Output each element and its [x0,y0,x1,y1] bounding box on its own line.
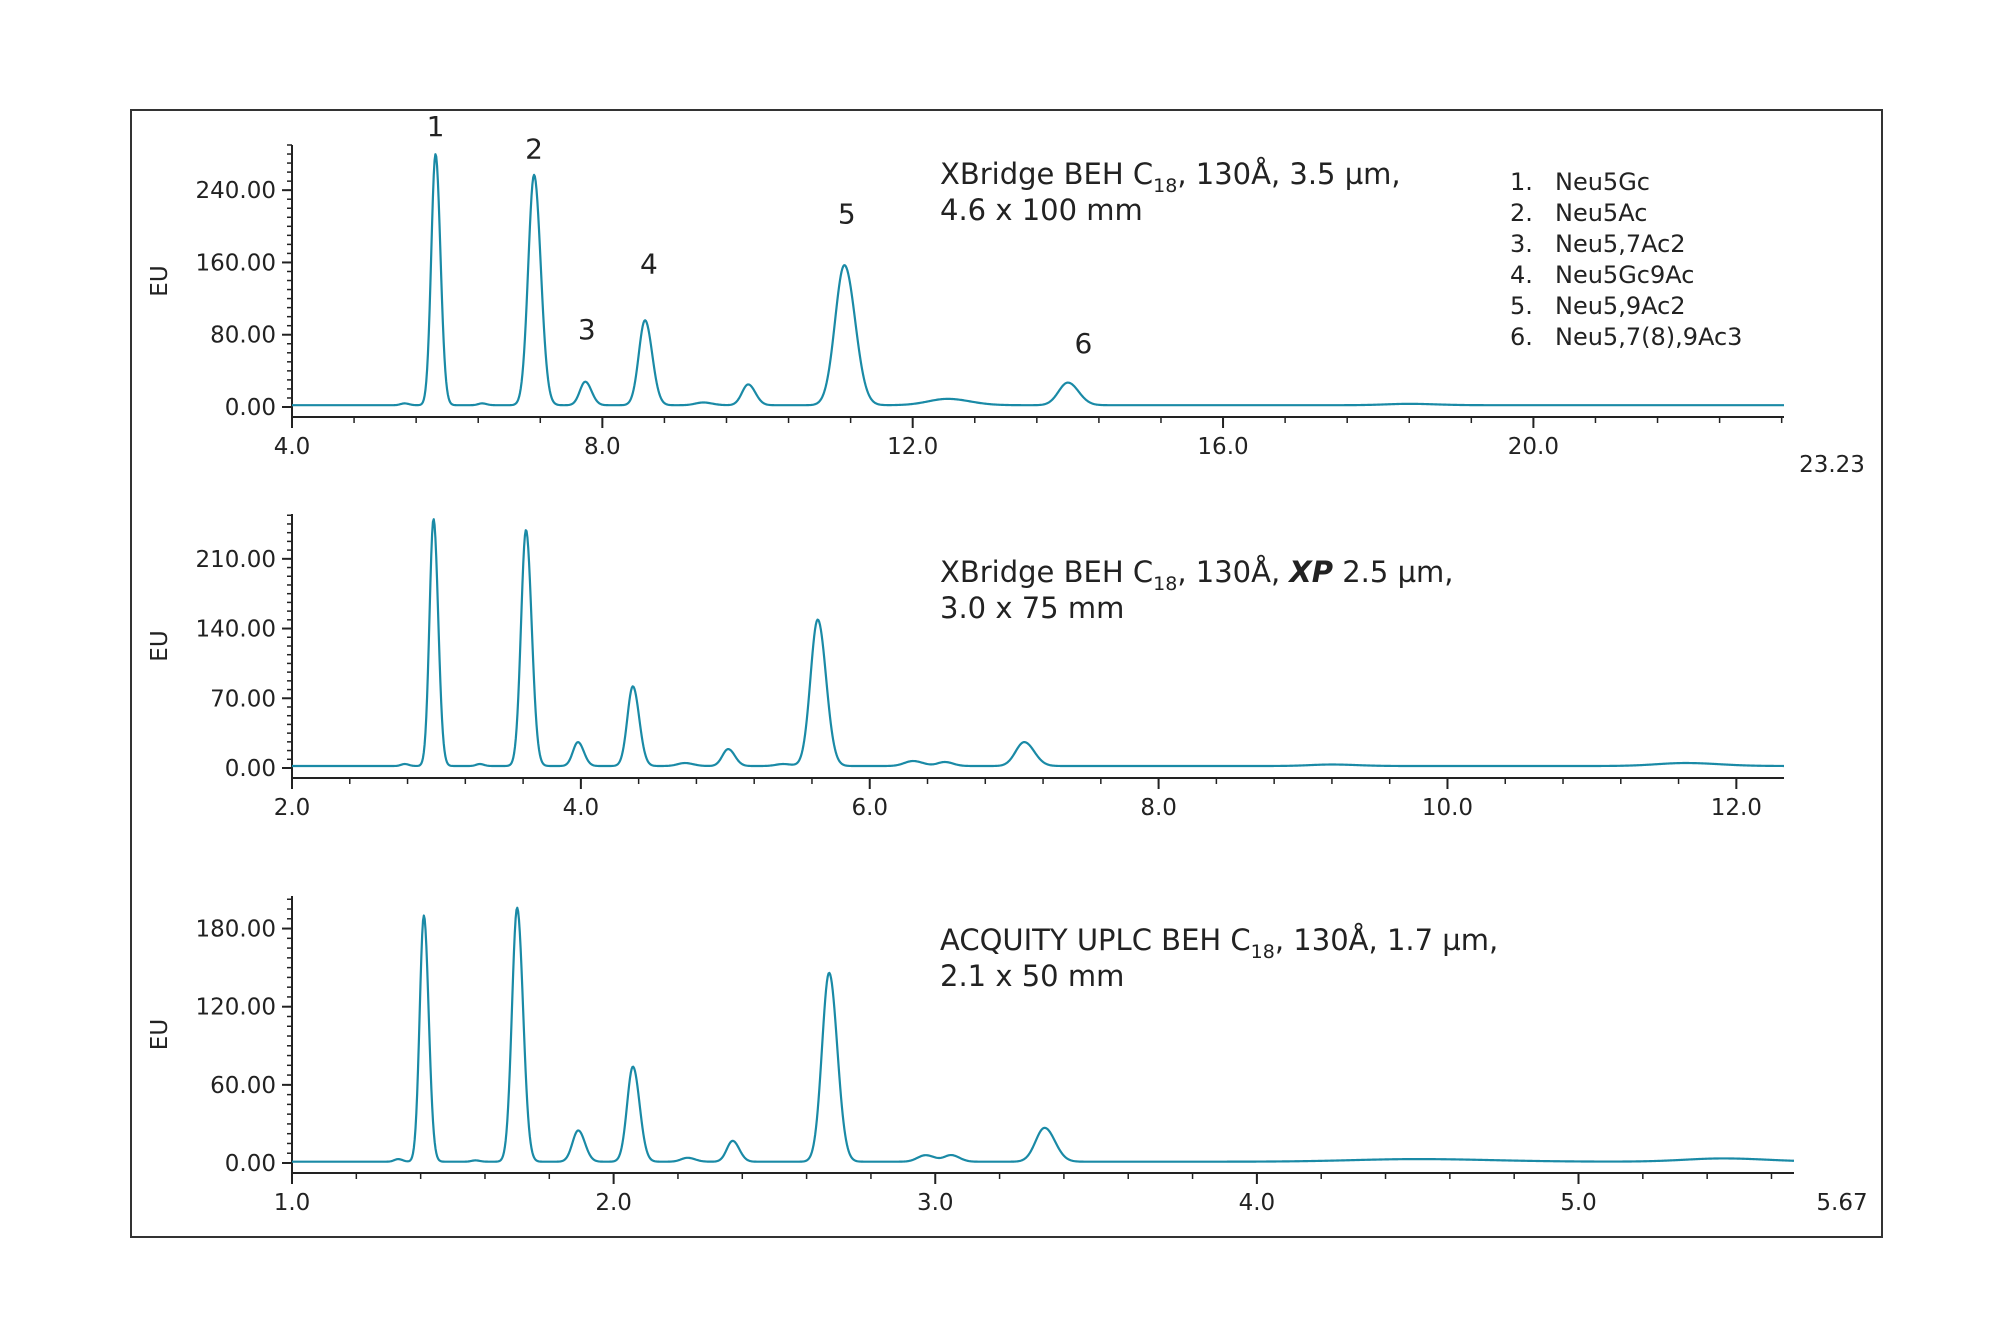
column-particle-size: 1.7 µm, [1387,923,1498,957]
legend-item: Neu5Gc [1555,168,1650,196]
x-tick-label: 4.0 [274,434,311,460]
x-tick-label: 3.0 [917,1190,954,1216]
y-tick-label: 60.00 [210,1073,276,1099]
legend-item: Neu5,7(8),9Ac3 [1555,323,1742,351]
peak-label: 2 [525,133,543,166]
x-tick-label: 10.0 [1422,795,1473,821]
y-tick-label: 240.00 [196,178,276,204]
x-tick-label: 4.0 [1239,1190,1276,1216]
x-tick-label: 5.0 [1560,1190,1597,1216]
y-tick-label: 160.00 [196,250,276,276]
legend-number: 1. [1510,168,1533,196]
y-tick-label: 80.00 [210,323,276,349]
column-description-line1: XBridge BEH C18, 130Å, 3.5 µm, [940,157,1401,197]
y-tick-label: 0.00 [225,1151,276,1177]
x-tick-label: 8.0 [584,434,621,460]
chromatogram-panel-3: 0.00 60.00 120.00 180.00 EU 1.0 2.0 3.0 4.0 5.0 5.… [147,896,1868,1216]
y-axis-title: EU [147,630,173,661]
column-description-line2: 2.1 x 50 mm [940,959,1124,993]
x-end-label: 5.67 [1816,1190,1867,1216]
y-tick-label: 0.00 [225,395,276,421]
x-tick-label: 2.0 [274,795,311,821]
x-tick-label: 12.0 [1711,795,1762,821]
column-description-line2: 4.6 x 100 mm [940,193,1143,227]
x-tick-label: 4.0 [563,795,600,821]
y-tick-label: 210.00 [196,547,276,573]
column-subscript: 18 [1251,941,1275,963]
chromatogram-trace [291,906,1795,1163]
peak-label: 3 [578,313,596,346]
chromatogram-trace [291,518,1785,768]
legend-number: 4. [1510,261,1533,289]
column-name: XBridge BEH C [940,157,1153,191]
column-subscript: 18 [1153,175,1177,197]
legend-item: Neu5Ac [1555,199,1647,227]
x-end-label: 23.23 [1799,452,1865,478]
y-tick-label: 120.00 [196,995,276,1021]
column-pore-size: , 130Å, [1275,923,1387,957]
legend-number: 5. [1510,292,1533,320]
x-tick-label: 16.0 [1197,434,1248,460]
chromatogram-panel-1: 0.00 80.00 160.00 240.00 EU 4.0 8.0 12.0 16.0 20.… [147,110,1865,478]
chromatogram-panel-2: 0.00 70.00 140.00 210.00 EU 2.0 4.0 6.0 8.0 10.0 1… [147,514,1785,821]
column-subscript: 18 [1153,573,1177,595]
legend-number: 6. [1510,323,1533,351]
peak-label: 4 [640,247,658,280]
column-xp-label: XP [1287,555,1333,589]
y-tick-label: 0.00 [225,756,276,782]
y-axis-title: EU [147,1019,173,1050]
legend-number: 2. [1510,199,1533,227]
column-name: XBridge BEH C [940,555,1153,589]
x-tick-label: 20.0 [1508,434,1559,460]
column-pore-size: , 130Å, [1177,157,1289,191]
column-particle-size: 2.5 µm, [1333,555,1453,589]
y-tick-label: 70.00 [210,686,276,712]
column-description-line1: XBridge BEH C18, 130Å, XP 2.5 µm, [940,555,1454,595]
chromatogram-trace [291,153,1785,407]
legend-item: Neu5,7Ac2 [1555,230,1686,258]
peak-label: 1 [427,110,445,143]
column-description-line1: ACQUITY UPLC BEH C18, 130Å, 1.7 µm, [940,923,1498,963]
column-description-line2: 3.0 x 75 mm [940,591,1124,625]
y-tick-label: 180.00 [196,917,276,943]
x-tick-label: 1.0 [274,1190,311,1216]
peak-label: 5 [838,198,856,231]
legend-number: 3. [1510,230,1533,258]
x-tick-label: 12.0 [887,434,938,460]
figure-frame [130,109,1883,1238]
column-name: ACQUITY UPLC BEH C [940,923,1251,957]
x-tick-label: 2.0 [595,1190,632,1216]
x-tick-label: 6.0 [851,795,888,821]
legend-item: Neu5,9Ac2 [1555,292,1686,320]
y-tick-label: 140.00 [196,617,276,643]
x-tick-label: 8.0 [1140,795,1177,821]
peak-label: 6 [1074,327,1092,360]
y-axis-title: EU [147,265,173,296]
column-pore-size: , 130Å, [1177,555,1289,589]
column-particle-size: 3.5 µm, [1289,157,1400,191]
legend-item: Neu5Gc9Ac [1555,261,1694,289]
